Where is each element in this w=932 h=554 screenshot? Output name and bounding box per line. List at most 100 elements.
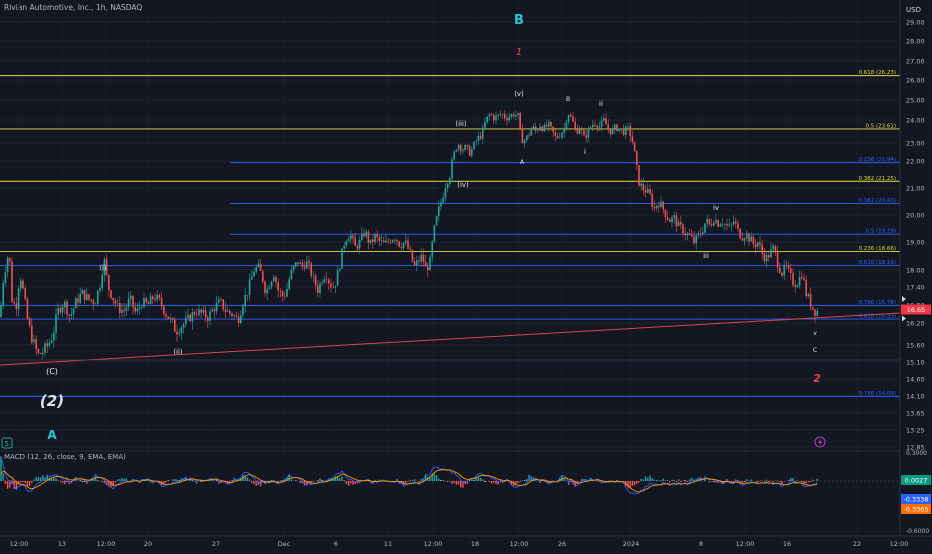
macd-histogram-bar — [656, 480, 657, 481]
candle-body — [783, 265, 785, 276]
candle-body — [808, 294, 810, 296]
candle-body — [715, 220, 717, 222]
macd-histogram-bar — [55, 479, 56, 481]
candle-body — [700, 234, 702, 235]
macd-histogram-bar — [80, 480, 81, 481]
macd-histogram-bar — [300, 481, 301, 483]
candle-body — [137, 309, 139, 312]
candle-body — [73, 308, 75, 314]
candle-body — [539, 127, 541, 131]
time-axis[interactable] — [0, 536, 932, 550]
wave-label: (i) — [99, 264, 107, 272]
candle-body — [665, 210, 667, 218]
candle-body — [594, 125, 596, 126]
candle-body — [764, 254, 766, 262]
macd-histogram-bar — [410, 480, 411, 481]
candle-body — [709, 219, 711, 224]
candle-body — [673, 215, 675, 217]
time-tick-label: 22 — [853, 540, 861, 548]
candle-body — [605, 118, 607, 124]
macd-histogram-bar — [810, 481, 811, 482]
macd-histogram-bar — [29, 481, 30, 486]
candle-body — [803, 278, 805, 280]
fib-label: 0.236 (21.94) — [858, 157, 896, 163]
macd-histogram-bar — [454, 481, 455, 483]
macd-histogram-bar — [663, 479, 664, 481]
candle-body — [330, 283, 332, 287]
macd-histogram-bar — [473, 480, 474, 481]
candle-body — [222, 299, 224, 309]
candle-body — [178, 333, 180, 334]
candle-body — [55, 314, 57, 332]
wave-label: i — [584, 148, 586, 156]
candle-body — [482, 128, 484, 139]
candle-body — [271, 281, 273, 287]
macd-histogram-bar — [104, 481, 105, 483]
candle-body — [282, 292, 284, 296]
macd-histogram-bar — [64, 481, 65, 484]
macd-histogram-bar — [36, 477, 37, 481]
candle-body — [297, 262, 299, 264]
candle-body — [508, 117, 510, 120]
candle-body — [645, 190, 647, 192]
price-tick-label: 21.00 — [906, 185, 925, 193]
candle-body — [339, 269, 341, 271]
candle-body — [24, 288, 26, 299]
candle-body — [95, 304, 97, 305]
candle-body — [284, 296, 286, 297]
candle-body — [442, 198, 444, 203]
macd-histogram-bar — [280, 480, 281, 481]
price-tick-label: 22.00 — [906, 158, 925, 166]
candle-body — [744, 239, 746, 241]
candle-body — [409, 249, 411, 250]
candle-body — [416, 260, 418, 265]
macd-histogram-bar — [713, 481, 714, 482]
candle-body — [456, 150, 458, 152]
macd-title: MACD (12, 26, close, 9, EMA, EMA) — [4, 453, 126, 461]
time-tick-label: 27 — [212, 540, 220, 548]
candle-body — [515, 115, 517, 116]
candle-body — [291, 270, 293, 279]
candle-body — [46, 344, 48, 347]
macd-histogram-bar — [687, 481, 688, 482]
price-tick-label: 25.00 — [906, 97, 925, 105]
candle-body — [766, 255, 768, 261]
candle-body — [717, 220, 719, 226]
macd-histogram-bar — [689, 479, 690, 481]
candle-body — [797, 286, 799, 288]
time-tick-label: 26 — [558, 540, 566, 548]
candle-body — [350, 235, 352, 239]
candle-body — [101, 275, 103, 288]
macd-histogram-bar — [3, 473, 4, 481]
candle-body — [170, 318, 172, 319]
macd-value: -0.3338 — [903, 496, 928, 504]
wave-label: ii — [599, 100, 603, 108]
candle-body — [324, 279, 326, 282]
candle-body — [434, 225, 436, 242]
signal-value: -0.3365 — [903, 506, 928, 514]
candle-body — [546, 125, 548, 126]
candle-body — [519, 113, 521, 128]
candle-body — [18, 289, 20, 310]
candle-body — [414, 262, 416, 265]
macd-histogram-bar — [733, 481, 734, 482]
candle-body — [220, 299, 222, 300]
candle-body — [130, 296, 132, 299]
candle-body — [706, 219, 708, 223]
candle-body — [387, 241, 389, 242]
wave-label: iii — [703, 252, 709, 260]
symbol-title: Rivian Automotive, Inc., 1h, NASDAQ — [4, 3, 142, 12]
candle-body — [550, 122, 552, 126]
candle-body — [493, 115, 495, 120]
candle-body — [590, 127, 592, 128]
wave-label: v — [813, 330, 817, 337]
macd-histogram-bar — [269, 481, 270, 482]
candle-body — [38, 349, 40, 353]
candle-body — [484, 122, 486, 128]
candle-body — [438, 206, 440, 216]
candle-body — [264, 282, 266, 294]
candle-body — [618, 129, 620, 131]
wave-label: (C) — [46, 367, 58, 376]
